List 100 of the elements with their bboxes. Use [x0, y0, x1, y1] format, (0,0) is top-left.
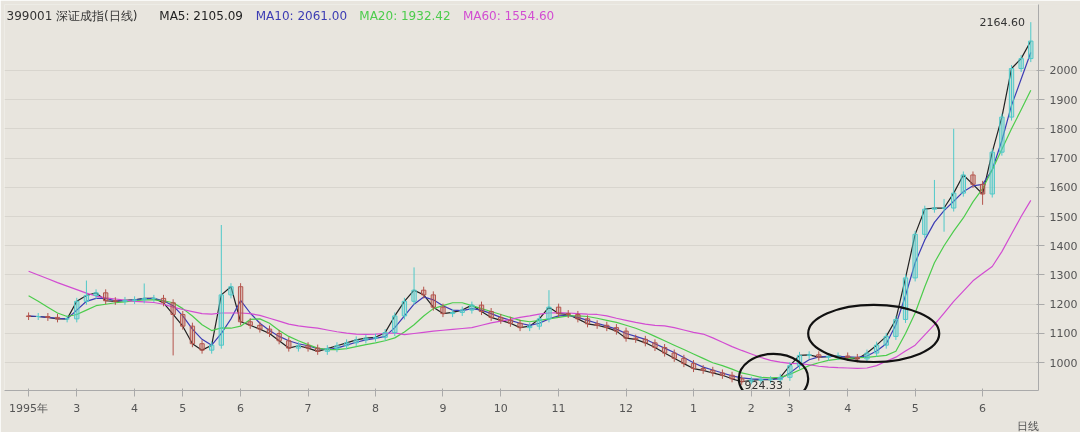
candlestick — [440, 303, 446, 318]
candlestick — [719, 368, 726, 380]
candlestick — [575, 310, 581, 323]
text: MA20: 1932.42 — [359, 8, 451, 23]
candlestick — [131, 295, 138, 305]
candlestick — [469, 301, 475, 315]
candlestick — [507, 316, 514, 328]
candlestick — [536, 314, 542, 331]
candlestick — [209, 341, 215, 355]
candlestick — [555, 303, 562, 318]
x-tick-label: 9 — [439, 401, 447, 415]
candlestick — [45, 312, 51, 322]
text: MA60: 1554.60 — [462, 8, 555, 23]
x-tick-label: 10 — [493, 401, 508, 415]
candlestick — [922, 205, 928, 239]
candlestick — [93, 288, 99, 300]
candlestick — [83, 280, 90, 306]
candlestick — [864, 349, 870, 363]
y-tick-label: 1900 — [1049, 93, 1078, 107]
y-tick-label: 1200 — [1049, 298, 1078, 312]
x-tick-label: 8 — [372, 401, 380, 415]
candlestick — [546, 289, 552, 323]
candlestick — [661, 343, 668, 358]
candlestick — [334, 341, 340, 353]
candlestick — [584, 314, 591, 328]
candlestick — [189, 322, 196, 348]
x-tick-label: 4 — [844, 401, 852, 415]
candlestick — [103, 288, 109, 305]
x-tick-label: 11 — [551, 401, 566, 415]
candlestick — [1018, 54, 1024, 73]
x-tick-label: 6 — [979, 401, 987, 415]
candlestick — [392, 311, 398, 337]
text: MA10: 2061.00 — [255, 8, 348, 23]
annotation: 2164.60 — [979, 16, 1026, 30]
candlestick — [989, 148, 995, 198]
candlestick — [112, 296, 118, 306]
y-tick-label: 1000 — [1049, 356, 1078, 370]
chart-title: 399001 深证成指(日线) — [6, 8, 138, 23]
candlestick — [652, 338, 658, 352]
x-tick-label: 1995年 — [9, 401, 49, 415]
candlestick — [449, 308, 456, 318]
x-tick-label: 4 — [131, 401, 139, 415]
candlestick — [970, 170, 976, 189]
x-tick-label: 1 — [690, 401, 698, 415]
candlestick — [372, 333, 379, 343]
candlestick — [122, 296, 128, 306]
candlestick — [931, 179, 938, 214]
y-tick-label: 1300 — [1049, 268, 1078, 282]
x-tick-label: 3 — [786, 401, 794, 415]
candlestick — [633, 334, 639, 344]
candlestick — [257, 321, 263, 334]
candlestick — [276, 329, 282, 345]
candlestick — [228, 282, 234, 299]
y-tick-label: 1600 — [1049, 181, 1078, 195]
candlestick — [700, 364, 706, 375]
candlestick — [343, 338, 350, 350]
y-tick-label: 2000 — [1049, 64, 1078, 78]
candlestick — [912, 230, 918, 282]
candlestick — [902, 273, 909, 324]
candlestick — [816, 350, 822, 362]
x-tick-label: 5 — [179, 401, 187, 415]
candlestick — [671, 349, 677, 363]
candlestick — [199, 339, 205, 355]
candlestick — [690, 359, 697, 373]
candlestick — [401, 297, 408, 320]
candlestick — [787, 361, 793, 382]
candlestick — [25, 311, 32, 321]
candlestick — [893, 315, 899, 341]
candlestick — [883, 332, 889, 350]
candlestick — [430, 290, 436, 312]
candlestick — [305, 341, 311, 353]
candlestick — [353, 335, 359, 347]
x-tick-label: 7 — [304, 401, 312, 415]
candlestick — [54, 313, 61, 323]
candlestick — [710, 366, 716, 377]
candlestick — [459, 306, 465, 317]
x-tick-label: 2 — [747, 401, 755, 415]
candlestick — [594, 319, 600, 330]
text: 日线 — [1016, 419, 1039, 432]
candlestick — [729, 371, 735, 383]
candlestick — [806, 350, 812, 360]
candlestick — [1008, 64, 1015, 122]
x-tick-label: 6 — [237, 401, 245, 415]
y-tick-label: 1100 — [1049, 327, 1078, 341]
y-tick-label: 1400 — [1049, 239, 1078, 253]
candlestick — [266, 325, 273, 338]
candlestick — [363, 334, 369, 344]
candlestick — [498, 313, 504, 325]
candlestick — [565, 309, 571, 319]
candlestick — [613, 323, 620, 336]
y-tick-label: 1500 — [1049, 210, 1078, 224]
text: MA5: 2105.09 — [159, 8, 243, 23]
candlestick — [411, 266, 417, 306]
y-tick-label: 1800 — [1049, 122, 1078, 136]
candlestick — [999, 113, 1005, 157]
x-tick-label: 5 — [911, 401, 919, 415]
candlestick — [286, 336, 292, 353]
candlestick — [873, 341, 880, 358]
candlestick — [960, 170, 966, 198]
candlestick — [141, 282, 147, 304]
